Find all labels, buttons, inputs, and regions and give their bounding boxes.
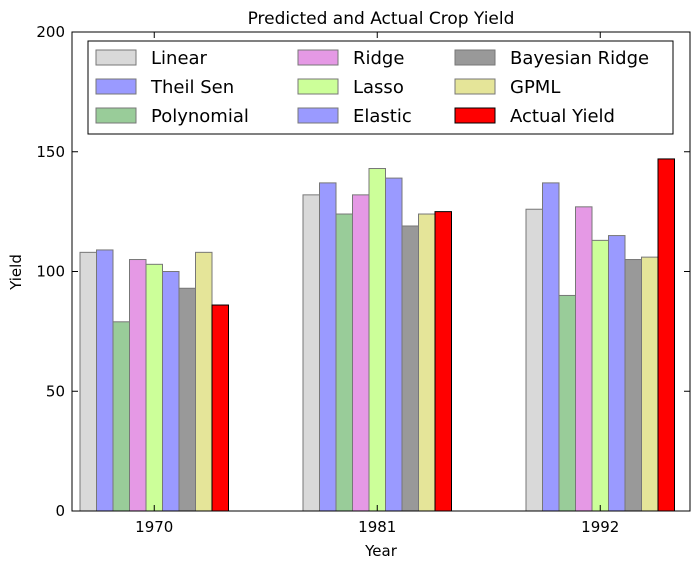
bar-gpml-1970 — [195, 251, 213, 512]
bar-bayesian-ridge-1970 — [178, 287, 196, 512]
bar-ridge-1970 — [129, 259, 147, 512]
bar-elastic-1981 — [385, 177, 403, 512]
bar-actual-yield-1970 — [211, 304, 229, 512]
bar-linear-1992 — [525, 208, 543, 512]
x-tick-label: 1970 — [135, 518, 173, 536]
legend-box — [87, 40, 674, 135]
legend-swatch-theil-sen — [95, 78, 137, 95]
legend-swatch-lasso — [297, 78, 339, 95]
legend-label: Bayesian Ridge — [510, 48, 649, 69]
plot-area — [79, 158, 675, 512]
legend-swatch-gpml — [454, 78, 496, 95]
bar-bayesian-ridge-1992 — [624, 259, 642, 512]
legend: Linear Theil Sen Polynomial Ridge Lasso Elast… — [87, 40, 674, 135]
bar-theil-sen-1970 — [96, 249, 114, 512]
legend-label: Polynomial — [151, 106, 249, 127]
y-tick-label: 50 — [46, 382, 65, 400]
bar-actual-yield-1992 — [657, 158, 675, 512]
bar-gpml-1992 — [641, 256, 659, 512]
bar-theil-sen-1981 — [319, 182, 337, 512]
x-axis-label: Year — [364, 542, 398, 560]
bar-polynomial-1992 — [558, 294, 576, 512]
legend-label: Ridge — [353, 48, 404, 69]
bar-elastic-1970 — [162, 271, 180, 512]
x-tick-label: 1992 — [581, 518, 619, 536]
y-tick-label: 0 — [55, 502, 65, 520]
legend-swatch-linear — [95, 49, 137, 66]
legend-swatch-ridge — [297, 49, 339, 66]
chart-title: Predicted and Actual Crop Yield — [248, 9, 515, 29]
bar-lasso-1992 — [591, 239, 609, 512]
x-tick-label: 1981 — [358, 518, 396, 536]
bar-polynomial-1970 — [112, 321, 130, 512]
legend-swatch-elastic — [297, 107, 339, 124]
bar-lasso-1981 — [368, 168, 386, 512]
legend-label: Elastic — [353, 106, 412, 127]
bar-polynomial-1981 — [335, 213, 353, 512]
bar-linear-1970 — [79, 251, 97, 512]
bar-elastic-1992 — [608, 235, 626, 512]
legend-swatch-polynomial — [95, 107, 137, 124]
y-tick-label: 100 — [36, 263, 65, 281]
bar-ridge-1981 — [352, 194, 370, 512]
bar-lasso-1970 — [145, 263, 163, 512]
bar-linear-1981 — [302, 194, 320, 512]
legend-label: GPML — [510, 77, 560, 98]
legend-label: Linear — [151, 48, 208, 69]
y-axis-label: Yield — [7, 254, 25, 291]
bar-theil-sen-1992 — [542, 182, 560, 512]
bar-gpml-1981 — [418, 213, 436, 512]
bar-ridge-1992 — [575, 206, 593, 512]
legend-swatch-actual-yield — [454, 107, 496, 124]
bar-actual-yield-1981 — [434, 211, 452, 512]
legend-label: Theil Sen — [150, 77, 234, 98]
y-tick-label: 200 — [36, 23, 65, 41]
y-tick-label: 150 — [36, 143, 65, 161]
bar-bayesian-ridge-1981 — [401, 225, 419, 512]
legend-label: Lasso — [353, 77, 404, 98]
legend-label: Actual Yield — [510, 106, 615, 127]
legend-swatch-bayesian-ridge — [454, 49, 496, 66]
